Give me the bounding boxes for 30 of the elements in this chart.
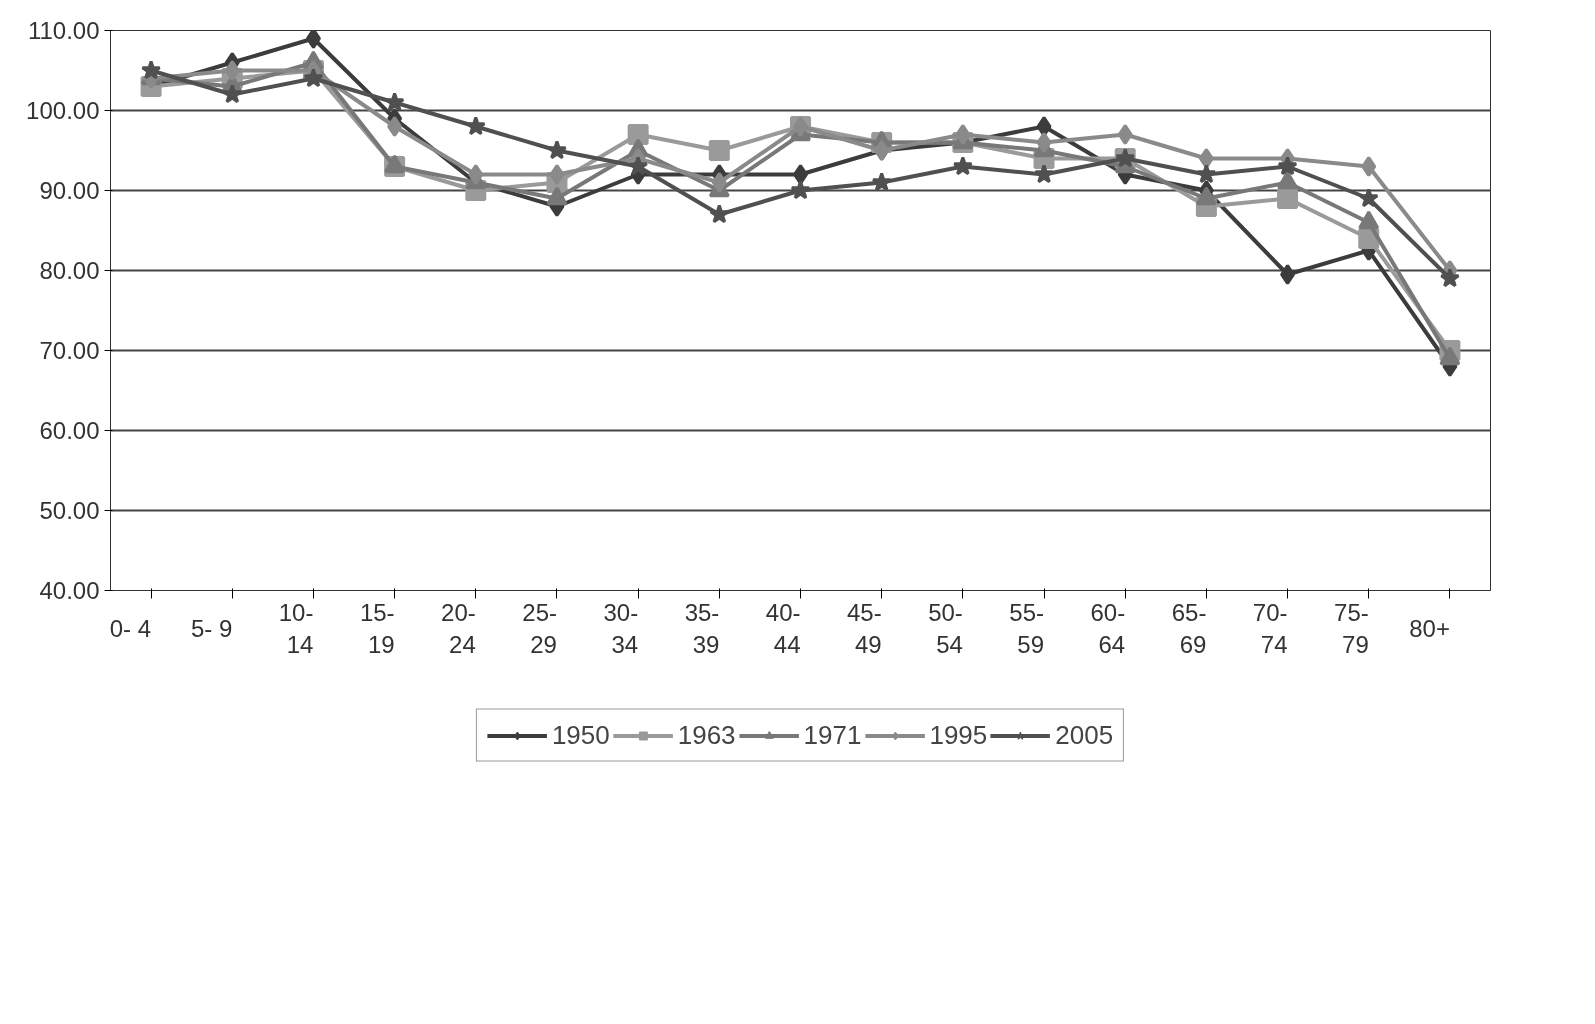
y-tick-label: 60.00	[39, 417, 100, 444]
x-tick-label: 75- 79	[1334, 598, 1369, 659]
x-tick-label: 5- 9	[190, 615, 233, 642]
x-tick-label: 40- 44	[765, 598, 801, 659]
legend-label: 2005	[1055, 719, 1114, 751]
x-tick-label: 60- 64	[1090, 598, 1126, 659]
x-tick-label: 30- 34	[603, 598, 639, 659]
y-tick-label: 110.00	[27, 17, 100, 44]
y-tick-label: 100.00	[26, 97, 100, 124]
x-tick-label: 0- 4	[109, 615, 152, 642]
legend-label: 1963	[677, 719, 736, 751]
y-tick-label: 70.00	[39, 337, 100, 364]
y-tick-label: 40.00	[39, 577, 100, 604]
legend-label: 1971	[803, 719, 862, 751]
x-tick-label: 15- 19	[359, 598, 395, 659]
x-tick-label: 25- 29	[522, 598, 557, 659]
x-tick-label: 55- 59	[1009, 598, 1045, 659]
x-tick-label: 20- 24	[441, 598, 476, 659]
y-tick-label: 90.00	[39, 177, 100, 204]
legend-label: 1950	[551, 719, 610, 751]
x-tick-label: 65- 69	[1171, 598, 1207, 659]
x-tick-label: 70- 74	[1252, 598, 1288, 659]
y-tick-label: 50.00	[39, 497, 100, 524]
legend-label: 1995	[929, 719, 988, 751]
x-tick-label: 80+	[1409, 615, 1450, 642]
x-tick-label: 45- 49	[846, 598, 882, 659]
x-tick-label: 35- 39	[684, 598, 720, 659]
y-tick-label: 80.00	[39, 257, 100, 284]
x-tick-label: 10- 14	[278, 598, 314, 659]
x-tick-label: 50- 54	[928, 598, 963, 659]
